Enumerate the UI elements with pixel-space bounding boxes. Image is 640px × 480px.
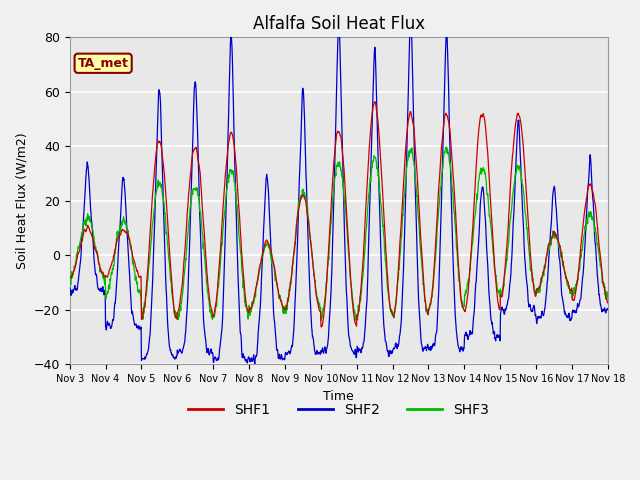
Y-axis label: Soil Heat Flux (W/m2): Soil Heat Flux (W/m2)	[15, 132, 28, 269]
SHF3	[172, 315, 180, 321]
SHF3	[66, 278, 74, 284]
SHF1	[317, 324, 325, 330]
SHF1	[66, 274, 74, 279]
SHF3	[604, 293, 612, 299]
SHF1	[423, 307, 431, 313]
SHF2	[541, 306, 548, 312]
Text: TA_met: TA_met	[77, 57, 129, 70]
SHF3	[443, 144, 451, 150]
SHF1	[541, 264, 548, 269]
SHF3	[317, 317, 325, 323]
Title: Alfalfa Soil Heat Flux: Alfalfa Soil Heat Flux	[253, 15, 425, 33]
SHF3	[246, 308, 253, 313]
SHF2	[604, 306, 612, 312]
SHF1	[246, 306, 253, 312]
SHF2	[493, 332, 501, 337]
SHF2	[251, 362, 259, 368]
SHF1	[172, 314, 180, 320]
Line: SHF2: SHF2	[70, 17, 608, 365]
SHF3	[541, 263, 548, 269]
SHF2	[407, 14, 415, 20]
SHF2	[172, 355, 180, 361]
SHF1	[493, 292, 501, 298]
X-axis label: Time: Time	[323, 390, 354, 403]
SHF2	[246, 356, 253, 361]
Line: SHF3: SHF3	[70, 147, 608, 320]
Line: SHF1: SHF1	[70, 102, 608, 327]
SHF2	[423, 345, 431, 351]
SHF3	[186, 215, 193, 221]
SHF1	[604, 300, 612, 306]
SHF3	[422, 305, 430, 311]
SHF1	[371, 99, 379, 105]
SHF2	[66, 284, 74, 290]
SHF2	[186, 250, 193, 255]
SHF3	[493, 285, 501, 290]
Legend: SHF1, SHF2, SHF3: SHF1, SHF2, SHF3	[183, 398, 495, 423]
SHF1	[186, 184, 193, 190]
